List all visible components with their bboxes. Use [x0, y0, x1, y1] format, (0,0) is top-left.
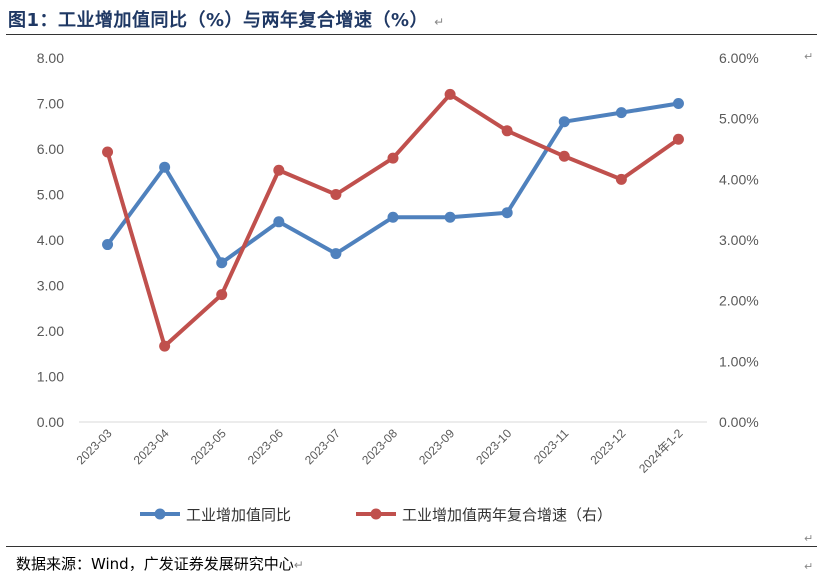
chart-title: 图1：工业增加值同比（%）与两年复合增速（%） ↵ — [8, 10, 445, 31]
series-1-point — [330, 248, 342, 260]
x-tick-label: 2024年1-2 — [636, 426, 686, 476]
y-right-tick-label: 1.00% — [719, 353, 759, 369]
series-2-point — [273, 164, 285, 176]
paragraph-mark-icon: ↵ — [293, 558, 304, 572]
y-right-tick-label: 5.00% — [719, 111, 759, 127]
y-left-tick-label: 6.00 — [37, 141, 64, 157]
series-2-point — [330, 189, 342, 200]
title-divider — [6, 34, 817, 35]
series-2-point — [159, 340, 171, 352]
paragraph-mark-icon: ↵ — [434, 15, 445, 29]
x-tick-label: 2023-12 — [587, 426, 628, 467]
series-1-point — [102, 239, 114, 251]
y-right-tick-label: 6.00% — [719, 50, 759, 66]
x-tick-label: 2023-05 — [188, 426, 229, 467]
series-1-point — [558, 116, 570, 128]
legend-swatch-marker — [370, 508, 382, 520]
series-1-point — [672, 98, 684, 109]
legend-swatch-marker — [154, 508, 166, 520]
y-left-tick-label: 0.00 — [37, 414, 64, 430]
y-left-tick-label: 5.00 — [37, 187, 64, 203]
y-left-tick-label: 7.00 — [37, 96, 64, 112]
source-divider — [6, 546, 817, 547]
y-left-tick-label: 8.00 — [37, 50, 64, 66]
series-2-point — [216, 289, 228, 301]
y-right-tick-label: 3.00% — [719, 232, 759, 248]
series-2-point — [672, 133, 684, 145]
series-2-point — [102, 146, 114, 158]
series-1-point — [159, 161, 171, 173]
paragraph-mark-icon: ↵ — [804, 50, 814, 63]
x-tick-label: 2023-07 — [302, 426, 343, 467]
y-left-tick-label: 4.00 — [37, 232, 64, 248]
x-tick-label: 2023-11 — [531, 426, 572, 467]
series-1-point — [387, 211, 399, 223]
source-note: 数据来源：Wind，广发证券发展研究中心↵ — [16, 555, 304, 573]
series-1-point — [273, 216, 285, 228]
series-1-point — [444, 211, 456, 223]
x-tick-label: 2023-03 — [74, 426, 115, 467]
y-left-tick-label: 3.00 — [37, 278, 64, 294]
legend-label: 工业增加值两年复合增速（右） — [402, 506, 612, 524]
x-tick-label: 2023-09 — [416, 426, 457, 467]
series-2-point — [615, 173, 627, 185]
y-right-tick-label: 0.00% — [719, 414, 759, 430]
y-right-tick-label: 4.00% — [719, 171, 759, 187]
series-2-point — [444, 88, 456, 100]
y-left-tick-label: 2.00 — [37, 323, 64, 339]
series-1-point — [615, 107, 627, 119]
y-left-tick-label: 1.00 — [37, 369, 64, 385]
paragraph-mark-icon: ↵ — [804, 560, 814, 573]
x-tick-label: 2023-10 — [473, 426, 514, 467]
legend-label: 工业增加值同比 — [186, 506, 291, 524]
x-tick-label: 2023-04 — [131, 426, 172, 467]
series-2-point — [501, 125, 513, 137]
series-1-point — [501, 207, 513, 219]
series-2-point — [387, 152, 399, 164]
series-line-1 — [105, 101, 681, 265]
x-tick-label: 2023-06 — [245, 426, 286, 467]
series-2-point — [558, 150, 570, 162]
series-1-point — [216, 257, 228, 269]
y-right-tick-label: 2.00% — [719, 293, 759, 309]
x-tick-label: 2023-08 — [359, 426, 400, 467]
paragraph-mark-icon: ↵ — [804, 532, 814, 545]
